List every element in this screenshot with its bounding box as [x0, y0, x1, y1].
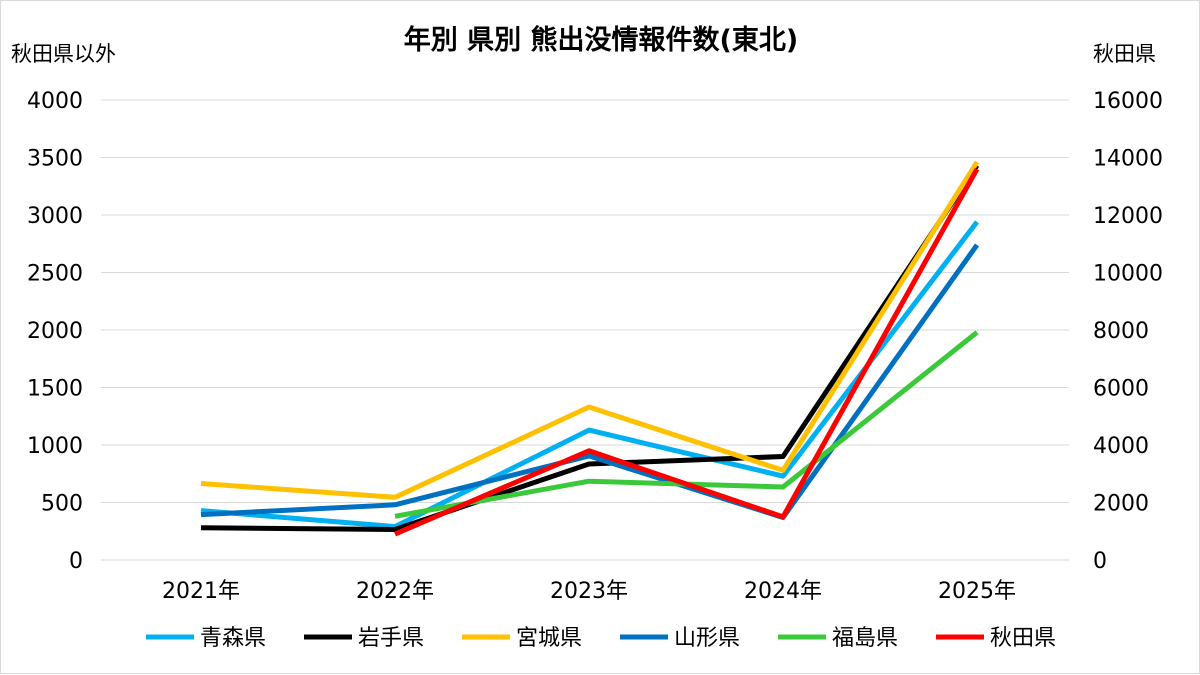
legend-label: 岩手県 — [358, 626, 424, 651]
x-axis-ticks: 2021年 2022年 2023年 2024年 2025年 — [162, 579, 1016, 604]
series-line — [394, 167, 980, 537]
x-tick-label: 2024年 — [744, 579, 822, 604]
left-axis-label: 秋田県以外 — [11, 42, 116, 66]
right-tick-label: 0 — [1093, 549, 1107, 574]
x-tick-label: 2025年 — [938, 579, 1016, 604]
right-tick-label: 6000 — [1093, 377, 1149, 402]
series-line — [200, 243, 980, 520]
right-tick-label: 2000 — [1093, 492, 1149, 517]
left-axis-ticks: 0 500 1000 1500 2000 2500 3000 3500 4000 — [27, 89, 83, 574]
right-tick-label: 12000 — [1093, 204, 1163, 229]
series-line — [200, 160, 980, 500]
legend-label: 青森県 — [200, 626, 266, 651]
right-axis-label: 秋田県 — [1093, 42, 1156, 66]
legend-label: 山形県 — [674, 626, 740, 651]
left-tick-label: 4000 — [27, 89, 83, 114]
legend: 青森県 岩手県 宮城県 山形県 福島県 秋田県 — [146, 626, 1056, 651]
right-axis-ticks: 0 2000 4000 6000 8000 10000 12000 14000 16000 — [1093, 89, 1163, 574]
right-tick-label: 16000 — [1093, 89, 1163, 114]
right-tick-label: 14000 — [1093, 147, 1163, 172]
legend-label: 秋田県 — [990, 626, 1056, 651]
legend-label: 宮城県 — [516, 626, 582, 651]
series-line — [200, 220, 979, 530]
left-tick-label: 1500 — [27, 377, 83, 402]
series-lines — [200, 160, 980, 537]
left-tick-label: 500 — [41, 492, 83, 517]
left-tick-label: 3000 — [27, 204, 83, 229]
left-tick-label: 3500 — [27, 147, 83, 172]
right-tick-label: 4000 — [1093, 434, 1149, 459]
chart-title: 年別 県別 熊出没情報件数(東北) — [404, 24, 798, 56]
legend-label: 福島県 — [832, 626, 898, 651]
right-tick-label: 10000 — [1093, 262, 1163, 287]
left-tick-label: 2500 — [27, 262, 83, 287]
left-tick-label: 0 — [69, 549, 83, 574]
x-tick-label: 2023年 — [550, 579, 628, 604]
x-tick-label: 2022年 — [356, 579, 434, 604]
gridlines — [101, 99, 1069, 561]
series-line — [200, 164, 980, 532]
right-tick-label: 8000 — [1093, 319, 1149, 344]
left-tick-label: 1000 — [27, 434, 83, 459]
x-tick-label: 2021年 — [162, 579, 240, 604]
left-tick-label: 2000 — [27, 319, 83, 344]
